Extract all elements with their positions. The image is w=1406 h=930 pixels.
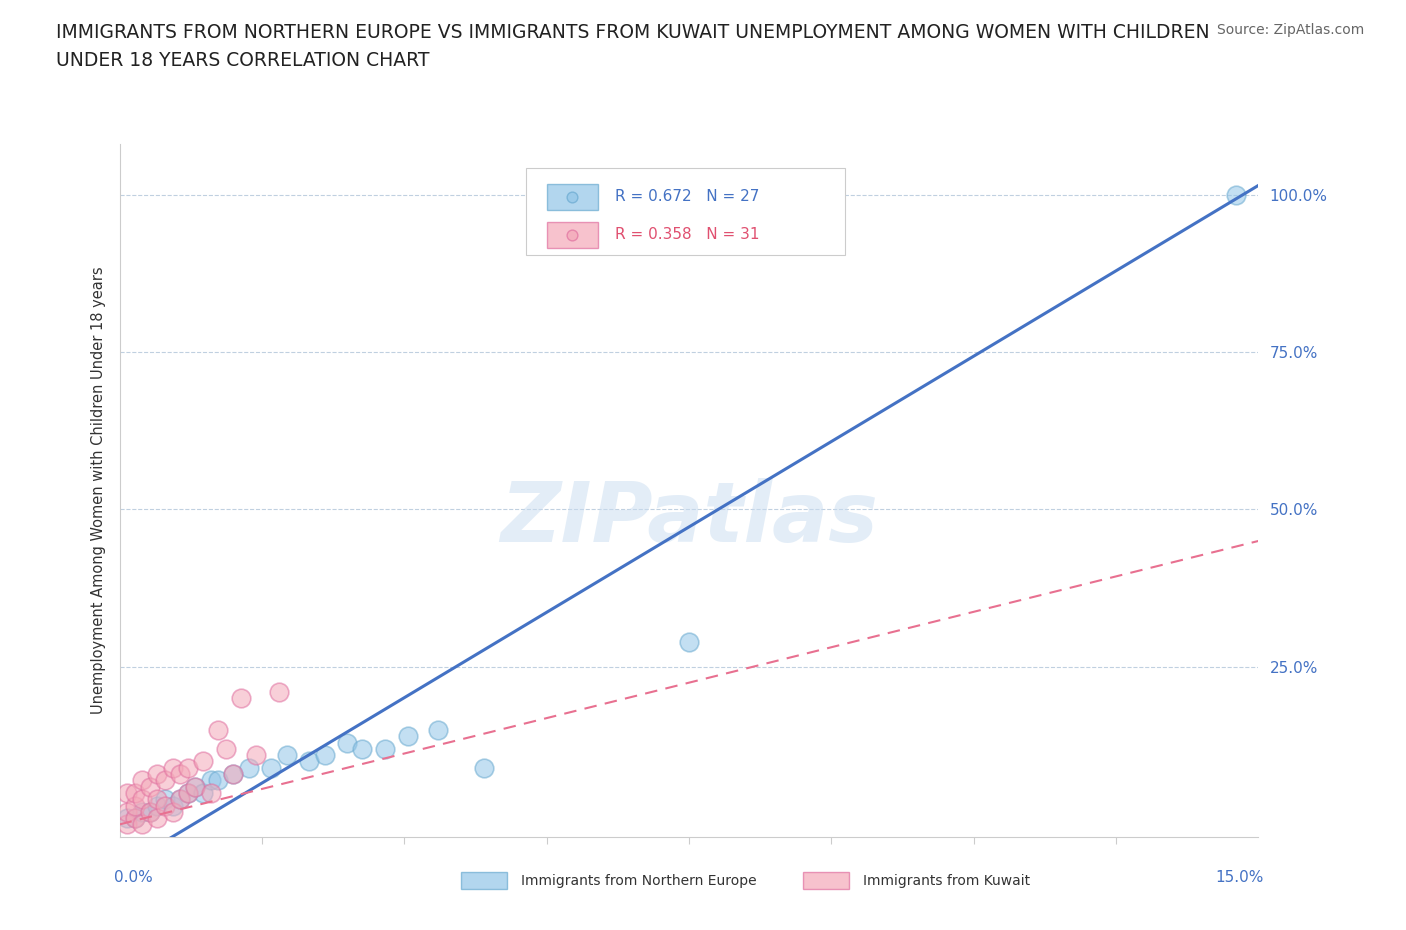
Text: ZIPatlas: ZIPatlas bbox=[501, 478, 877, 559]
Text: Immigrants from Northern Europe: Immigrants from Northern Europe bbox=[522, 873, 756, 887]
Text: IMMIGRANTS FROM NORTHERN EUROPE VS IMMIGRANTS FROM KUWAIT UNEMPLOYMENT AMONG WOM: IMMIGRANTS FROM NORTHERN EUROPE VS IMMIG… bbox=[56, 23, 1211, 42]
Point bbox=[229, 691, 252, 706]
FancyBboxPatch shape bbox=[547, 183, 598, 210]
Point bbox=[267, 684, 290, 699]
Point bbox=[153, 798, 176, 813]
Point bbox=[139, 804, 162, 819]
Point bbox=[124, 798, 146, 813]
Point bbox=[222, 766, 245, 781]
Point bbox=[124, 811, 146, 826]
Point bbox=[298, 754, 321, 769]
Point bbox=[678, 634, 700, 649]
Point bbox=[336, 735, 359, 750]
Text: 15.0%: 15.0% bbox=[1216, 870, 1264, 885]
Point bbox=[222, 766, 245, 781]
Point bbox=[131, 773, 153, 788]
Point bbox=[472, 761, 495, 776]
FancyBboxPatch shape bbox=[547, 221, 598, 248]
Point bbox=[146, 791, 169, 806]
Point bbox=[191, 786, 214, 801]
Point bbox=[115, 786, 138, 801]
Point bbox=[146, 811, 169, 826]
Point bbox=[162, 798, 184, 813]
Point bbox=[146, 766, 169, 781]
Text: R = 0.672   N = 27: R = 0.672 N = 27 bbox=[614, 190, 759, 205]
Point bbox=[169, 791, 191, 806]
Point bbox=[352, 741, 374, 756]
Point bbox=[314, 748, 336, 763]
Point bbox=[115, 804, 138, 819]
Point bbox=[177, 786, 200, 801]
Point bbox=[131, 791, 153, 806]
Point bbox=[374, 741, 396, 756]
Point bbox=[177, 786, 200, 801]
Point bbox=[1225, 187, 1247, 202]
Point bbox=[153, 791, 176, 806]
Point bbox=[115, 817, 138, 831]
Point bbox=[146, 798, 169, 813]
Point bbox=[115, 811, 138, 826]
Point bbox=[124, 811, 146, 826]
FancyBboxPatch shape bbox=[526, 168, 845, 255]
Point bbox=[260, 761, 283, 776]
Point bbox=[131, 817, 153, 831]
Point bbox=[207, 773, 229, 788]
Text: Immigrants from Kuwait: Immigrants from Kuwait bbox=[863, 873, 1029, 887]
Point bbox=[139, 779, 162, 794]
Point bbox=[131, 804, 153, 819]
Point bbox=[169, 791, 191, 806]
Point bbox=[200, 773, 222, 788]
Point bbox=[207, 723, 229, 737]
Point bbox=[153, 773, 176, 788]
Point bbox=[427, 723, 450, 737]
Point bbox=[238, 761, 260, 776]
Text: R = 0.358   N = 31: R = 0.358 N = 31 bbox=[614, 228, 759, 243]
Point bbox=[276, 748, 298, 763]
FancyBboxPatch shape bbox=[461, 871, 508, 889]
Point bbox=[215, 741, 238, 756]
Point bbox=[184, 779, 207, 794]
Point bbox=[162, 761, 184, 776]
Point bbox=[124, 786, 146, 801]
Y-axis label: Unemployment Among Women with Children Under 18 years: Unemployment Among Women with Children U… bbox=[90, 267, 105, 714]
Point bbox=[169, 766, 191, 781]
Point bbox=[200, 786, 222, 801]
FancyBboxPatch shape bbox=[803, 871, 849, 889]
Point bbox=[162, 804, 184, 819]
Point bbox=[184, 779, 207, 794]
Text: 0.0%: 0.0% bbox=[114, 870, 153, 885]
Text: Source: ZipAtlas.com: Source: ZipAtlas.com bbox=[1216, 23, 1364, 37]
Text: UNDER 18 YEARS CORRELATION CHART: UNDER 18 YEARS CORRELATION CHART bbox=[56, 51, 430, 70]
Point bbox=[191, 754, 214, 769]
Point bbox=[177, 761, 200, 776]
Point bbox=[396, 729, 419, 744]
Point bbox=[245, 748, 267, 763]
Point bbox=[139, 804, 162, 819]
